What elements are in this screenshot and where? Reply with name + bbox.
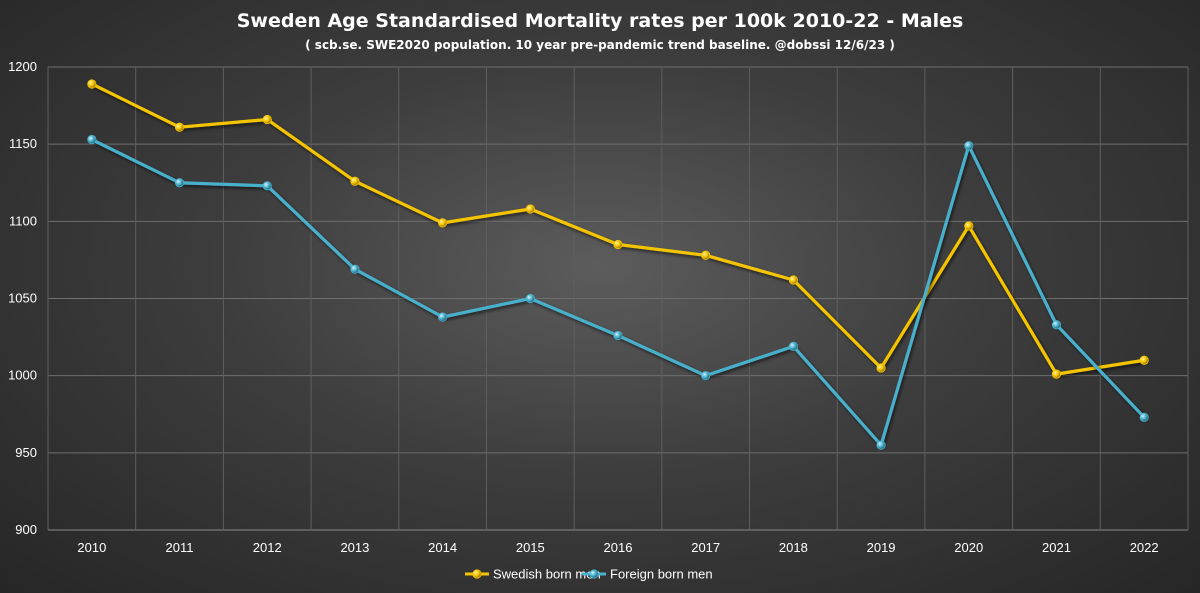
- y-tick-label: 1000: [8, 368, 37, 383]
- series-1-point: [964, 221, 974, 231]
- x-tick-label: 2013: [340, 540, 369, 555]
- y-axis-ticks: 900 950 1000 1050 1100 1150 1200: [8, 59, 37, 537]
- series-1-point: [438, 218, 448, 228]
- x-tick-label: 2019: [867, 540, 896, 555]
- y-tick-label: 1200: [8, 59, 37, 74]
- series-2-point: [876, 440, 886, 450]
- x-tick-label: 2016: [604, 540, 633, 555]
- series-2-point: [788, 341, 798, 351]
- x-tick-label: 2017: [691, 540, 720, 555]
- x-tick-label: 2018: [779, 540, 808, 555]
- x-tick-label: 2010: [77, 540, 106, 555]
- x-tick-label: 2021: [1042, 540, 1071, 555]
- series-1-point: [87, 79, 97, 89]
- legend-label-2: Foreign born men: [610, 567, 713, 582]
- legend: Swedish born men Foreign born men: [465, 567, 713, 582]
- x-tick-label: 2020: [954, 540, 983, 555]
- x-tick-label: 2022: [1130, 540, 1159, 555]
- series-2-point: [964, 141, 974, 151]
- y-tick-label: 1150: [9, 136, 37, 151]
- series-1-point: [1139, 355, 1149, 365]
- series-1-point: [613, 239, 623, 250]
- series-2-point: [262, 181, 272, 191]
- y-tick-label: 950: [15, 445, 37, 460]
- series-layer: [87, 79, 1149, 450]
- series-1-point: [788, 275, 798, 285]
- series-2-point: [87, 134, 97, 145]
- y-tick-label: 1100: [9, 213, 37, 228]
- legend-label-1: Swedish born men: [493, 567, 601, 582]
- series-2-point: [1051, 320, 1062, 330]
- x-axis-ticks: 2010 2011 2012 2013 2014 2015 2016 2017 2018 2019…: [77, 540, 1158, 555]
- y-tick-label: 900: [15, 522, 37, 537]
- series-2-point: [174, 178, 185, 188]
- legend-marker-1: [472, 569, 482, 579]
- chart-title: Sweden Age Standardised Mortality rates …: [237, 10, 964, 32]
- series-1-point: [701, 250, 711, 260]
- series-2-point: [613, 330, 623, 341]
- x-tick-label: 2014: [428, 540, 457, 555]
- chart-subtitle: ( scb.se. SWE2020 population. 10 year pr…: [305, 38, 895, 52]
- series-1-point: [525, 204, 535, 214]
- series-1-point: [876, 363, 886, 373]
- x-tick-label: 2012: [253, 540, 282, 555]
- series-1-point: [1051, 369, 1062, 379]
- series-2-point: [1139, 412, 1149, 422]
- series-line-2: [90, 137, 1146, 447]
- grid: [47, 66, 1189, 531]
- series-1-point: [262, 114, 272, 125]
- series-2-point: [438, 312, 448, 322]
- series-2-point: [701, 371, 711, 381]
- series-1-point: [350, 176, 360, 186]
- series-1-point: [174, 122, 185, 132]
- series-2-point: [525, 293, 535, 304]
- series-line-1: [90, 82, 1146, 376]
- x-tick-label: 2011: [166, 540, 194, 555]
- y-tick-label: 1050: [8, 291, 37, 306]
- legend-marker-2: [589, 569, 599, 579]
- x-tick-label: 2015: [516, 540, 545, 555]
- series-2-point: [350, 264, 360, 274]
